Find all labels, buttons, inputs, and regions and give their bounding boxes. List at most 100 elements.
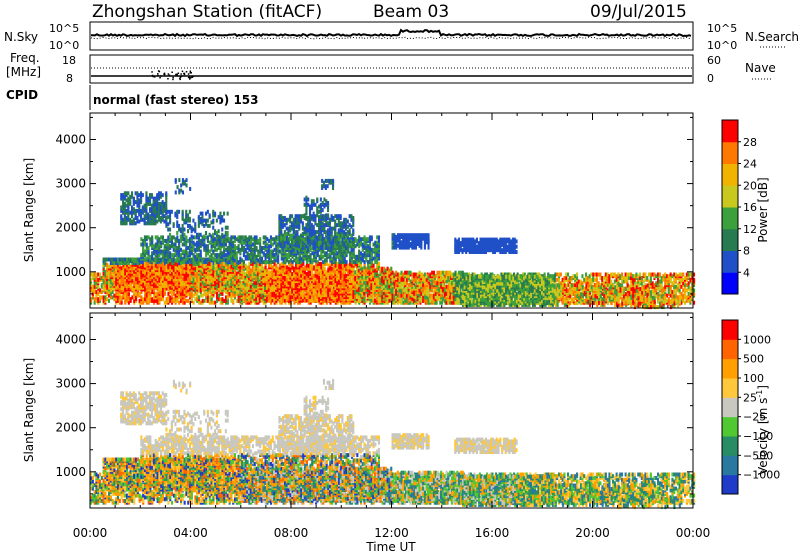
data-cell [295,276,297,280]
data-cell [149,299,151,303]
data-cell [293,297,295,301]
freq-scatter-point [157,73,159,75]
data-cell [664,281,666,285]
data-cell [203,299,205,303]
data-cell [94,273,96,277]
data-cell [675,288,677,292]
data-cell [104,273,106,277]
data-cell [227,280,229,284]
freq-scatter-point [182,71,184,73]
data-cell [158,286,160,290]
data-cell [297,295,299,299]
data-cell [158,270,160,274]
data-cell [157,301,159,305]
data-cell [596,278,598,282]
data-cell [673,281,675,285]
data-cell [212,270,214,274]
data-cell [225,272,227,276]
data-cell [626,273,628,277]
data-cell [682,299,684,303]
data-cell [686,295,688,299]
data-cell [209,299,211,303]
data-cell [182,277,184,281]
data-cell [576,276,578,280]
data-cell [200,282,202,286]
data-cell [113,265,115,269]
data-cell [560,281,562,285]
data-cell [236,272,238,276]
data-cell [574,274,576,278]
data-cell [661,288,663,292]
data-cell [673,285,675,289]
data-cell [200,294,202,298]
data-cell [614,273,616,277]
data-cell [124,272,126,276]
data-cell [560,273,562,277]
data-cell [608,274,610,278]
data-cell [599,276,601,280]
data-cell [284,277,286,281]
data-cell [255,297,257,301]
data-cell [198,301,200,305]
data-cell [657,287,659,291]
data-cell [236,284,238,288]
data-cell [257,299,259,303]
data-cell [144,270,146,274]
freq-scatter-points [151,70,193,80]
data-cell [688,299,690,303]
data-cell [95,273,97,277]
data-cell [117,295,119,299]
data-cell [639,280,641,284]
data-cell [662,287,664,291]
data-cell [133,282,135,286]
data-cell [153,299,155,303]
data-cell [115,258,117,262]
data-cell [679,273,681,277]
beam-label: Beam 03 [373,2,449,22]
data-cell [121,286,123,290]
data-cell [211,275,213,279]
data-cell [148,294,150,298]
data-cell [169,299,171,303]
data-cell [603,281,605,285]
data-cell [104,277,106,281]
data-cell [182,292,184,296]
data-cell [257,288,259,292]
data-cell [94,301,96,305]
data-cell [610,280,612,284]
data-cell [279,283,281,287]
data-cell [596,273,598,277]
freq-scatter-point [175,74,177,76]
date-label: 09/Jul/2015 [590,2,687,22]
data-cell [121,295,123,299]
data-cell [211,279,213,283]
data-cell [297,283,299,287]
data-cell [137,277,139,281]
data-cell [166,301,168,305]
freq-scatter-point [190,71,192,73]
data-cell [101,290,103,294]
data-cell [259,295,261,299]
data-cell [137,258,139,262]
data-cell [589,274,591,278]
data-cell [112,258,114,262]
data-cell [565,276,567,280]
data-cell [675,278,677,282]
data-cell [139,282,141,286]
data-cell [133,277,135,281]
freq-scatter-point [188,73,190,75]
data-cell [684,301,686,305]
data-cell [653,283,655,287]
data-cell [104,270,106,274]
freq-scatter-point [180,73,182,75]
data-cell [679,288,681,292]
data-cell [650,273,652,277]
data-cell [176,273,178,277]
data-cell [585,278,587,282]
data-cell [238,273,240,277]
data-cell [590,273,592,277]
data-cell [652,273,654,277]
data-cell [146,301,148,305]
data-cell [655,288,657,292]
